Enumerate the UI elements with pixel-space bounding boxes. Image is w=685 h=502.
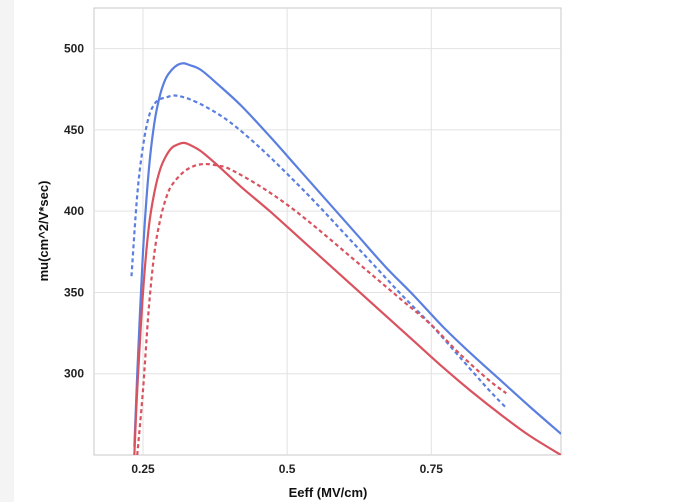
plot-area bbox=[93, 7, 562, 456]
y-tick-label: 450 bbox=[64, 123, 84, 137]
red-dashed-line bbox=[136, 162, 507, 455]
tick-labels: 0.25 0.5 0.75 300 350 400 450 500 bbox=[64, 42, 443, 476]
y-tick-label: 300 bbox=[64, 367, 84, 381]
y-axis-title: mu(cm^2/V*sec) bbox=[36, 181, 51, 282]
chart-panel: 0.25 0.5 0.75 300 350 400 450 500 Eeff (MV/cm) … bbox=[14, 0, 685, 502]
grid-lines bbox=[94, 8, 561, 455]
x-tick-label: 0.25 bbox=[131, 462, 155, 476]
x-tick-label: 0.75 bbox=[420, 462, 444, 476]
x-tick-label: 0.5 bbox=[279, 462, 296, 476]
x-axis-title: Eeff (MV/cm) bbox=[289, 485, 368, 500]
y-tick-label: 350 bbox=[64, 285, 84, 299]
red-solid-line bbox=[133, 141, 561, 455]
series-lines bbox=[130, 62, 561, 455]
blue-solid-line bbox=[133, 62, 561, 447]
y-tick-label: 400 bbox=[64, 204, 84, 218]
blue-dashed-line bbox=[130, 94, 508, 409]
y-tick-label: 500 bbox=[64, 42, 84, 56]
